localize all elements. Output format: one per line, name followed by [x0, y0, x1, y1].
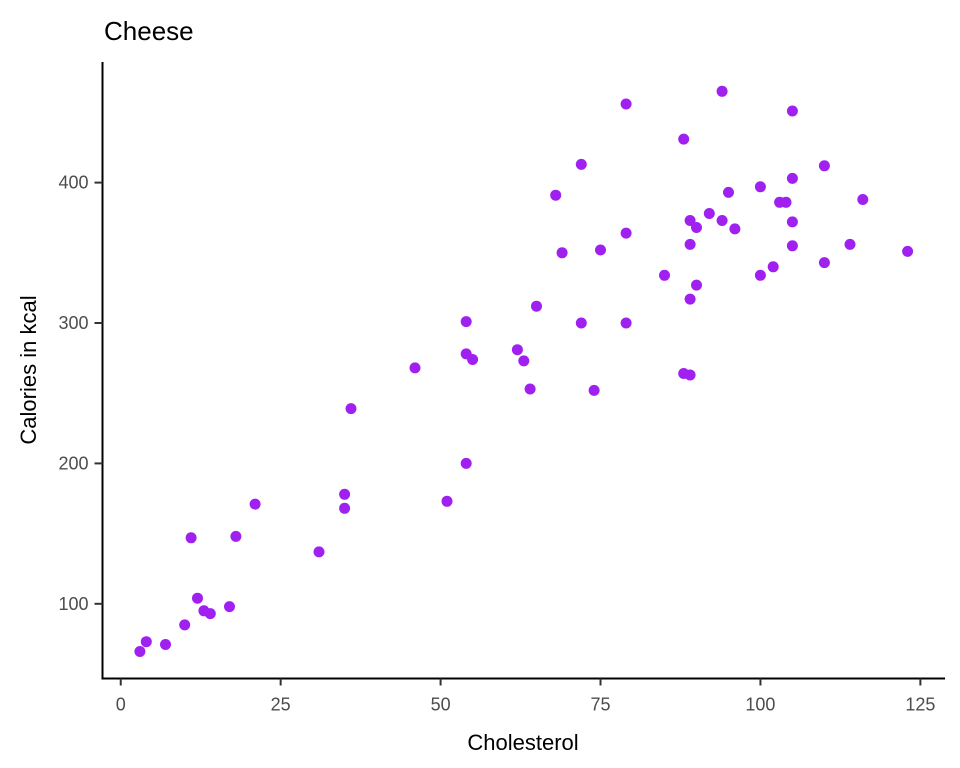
data-point [684, 293, 696, 305]
data-point [716, 85, 728, 97]
data-point [754, 269, 766, 281]
data-point [160, 639, 171, 650]
data-point [786, 172, 798, 184]
data-point [595, 244, 606, 256]
data-point [786, 105, 798, 117]
data-point [684, 369, 696, 381]
data-point [575, 317, 587, 329]
x-tick-label: 25 [271, 695, 291, 715]
data-point [524, 383, 536, 395]
data-point [703, 208, 715, 219]
data-point [249, 498, 261, 510]
data-point [691, 279, 702, 291]
data-point [192, 592, 203, 604]
data-point [179, 619, 191, 631]
data-point [230, 530, 242, 542]
data-point [467, 354, 479, 365]
data-point [460, 316, 472, 328]
data-point [185, 532, 197, 544]
x-axis-ticks: 0 25 50 75 100 125 [116, 678, 935, 715]
data-point [723, 186, 734, 198]
y-axis-label: Calories in kcal [16, 295, 41, 444]
chart-title: Cheese [104, 16, 194, 46]
data-point [620, 227, 632, 239]
y-tick-label: 100 [58, 594, 88, 614]
data-point [339, 502, 351, 514]
x-tick-label: 75 [590, 695, 610, 715]
data-point [620, 317, 632, 329]
data-point [780, 196, 792, 208]
data-point [844, 238, 856, 250]
data-point [691, 222, 702, 233]
data-point [729, 223, 741, 235]
data-point [518, 355, 530, 367]
data-points-layer [134, 85, 914, 657]
data-point [575, 158, 587, 170]
data-point [556, 247, 568, 259]
data-point [786, 216, 798, 228]
data-point [460, 457, 472, 469]
data-point [754, 181, 766, 193]
data-point [857, 194, 869, 205]
data-point [684, 238, 696, 250]
data-point [588, 384, 600, 396]
data-point [313, 546, 325, 558]
x-tick-label: 0 [116, 695, 126, 715]
data-point [134, 646, 146, 657]
data-point [818, 160, 830, 172]
x-tick-label: 50 [431, 695, 451, 715]
y-tick-label: 400 [58, 173, 88, 193]
data-point [140, 636, 152, 648]
data-point [620, 98, 632, 110]
data-point [767, 261, 779, 273]
data-point [678, 133, 690, 145]
data-point [441, 495, 453, 507]
data-point [786, 240, 798, 252]
data-point [345, 403, 357, 415]
data-point [511, 344, 523, 356]
y-axis-ticks: 100 200 300 400 [58, 173, 103, 614]
data-point [339, 488, 351, 500]
data-point [224, 601, 235, 613]
x-tick-label: 125 [905, 695, 935, 715]
data-point [716, 215, 728, 226]
data-point [684, 215, 696, 226]
y-tick-label: 200 [58, 453, 88, 473]
data-point [818, 257, 830, 269]
data-point [659, 269, 670, 281]
y-tick-label: 300 [58, 313, 88, 333]
data-point [204, 608, 216, 620]
x-tick-label: 100 [745, 695, 775, 715]
x-axis-label: Cholesterol [467, 730, 578, 755]
data-point [550, 189, 562, 201]
data-point [409, 362, 421, 374]
data-point [902, 245, 914, 257]
data-point [531, 300, 542, 312]
